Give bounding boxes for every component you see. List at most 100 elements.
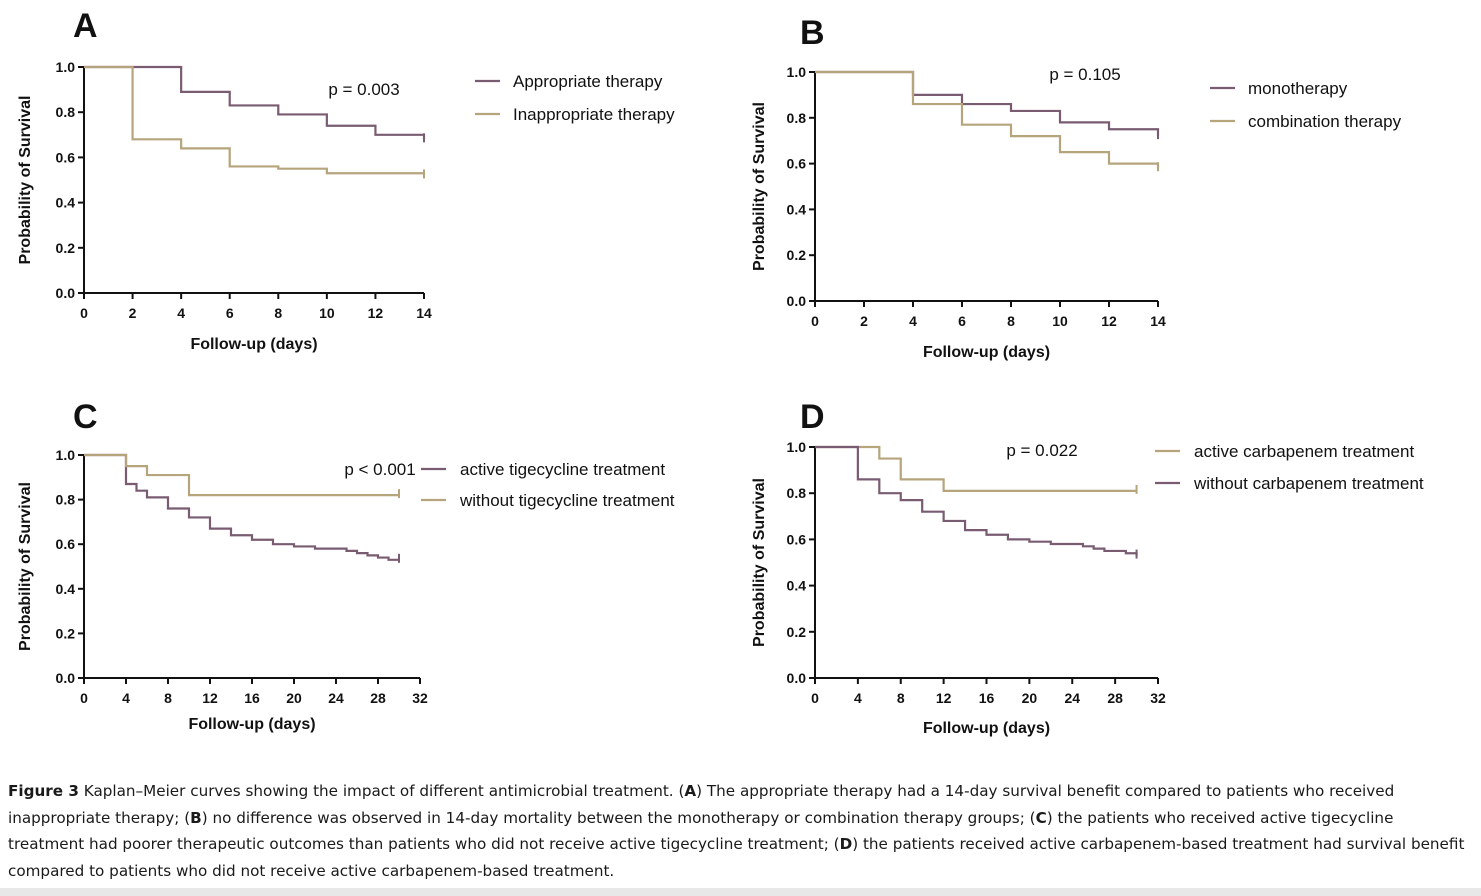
x-tick-label: 32 [412, 690, 428, 706]
panel-c-letter: C [73, 398, 98, 436]
x-tick-label: 32 [1150, 690, 1166, 706]
x-tick-label: 14 [416, 305, 432, 321]
x-tick-label: 0 [811, 690, 819, 706]
x-tick-label: 6 [958, 313, 966, 329]
x-tick-label: 16 [244, 690, 260, 706]
x-tick-label: 12 [202, 690, 218, 706]
x-tick-label: 4 [854, 690, 862, 706]
x-axis-title: Follow-up (days) [190, 336, 317, 353]
y-axis-title: Probability of Survival [17, 96, 34, 265]
x-tick-label: 20 [1022, 690, 1038, 706]
legend-label: without carbapenem treatment [1193, 474, 1424, 493]
y-tick-label: 0.0 [787, 670, 807, 686]
x-tick-label: 8 [274, 305, 282, 321]
p-value-annotation: p < 0.001 [344, 460, 415, 479]
x-tick-label: 0 [811, 313, 819, 329]
y-tick-label: 0.2 [787, 624, 807, 640]
chart-c: 0.0 0.2 0.4 0.6 0.8 1.0 0 4 8 12 16 20 24 28 32 Follow-… [17, 447, 675, 733]
p-value-annotation: p = 0.003 [328, 80, 399, 99]
y-tick-label: 0.0 [787, 293, 807, 309]
panel-a-letter: A [73, 7, 98, 45]
caption-ref-c: C [1035, 808, 1047, 827]
y-axis-title: Probability of Survival [751, 102, 768, 271]
chart-a: 0.0 0.2 0.4 0.6 0.8 1.0 0 2 4 6 8 10 12 14 Follow-up (… [17, 59, 675, 353]
x-tick-label: 2 [129, 305, 137, 321]
y-tick-label: 0.0 [56, 285, 76, 301]
x-tick-label: 14 [1150, 313, 1166, 329]
y-tick-label: 1.0 [56, 59, 76, 75]
x-axis-title: Follow-up (days) [923, 344, 1050, 361]
x-tick-label: 8 [164, 690, 172, 706]
caption-b-text: ) no difference was observed in 14-day m… [201, 808, 1036, 827]
x-tick-label: 8 [897, 690, 905, 706]
y-tick-label: 0.2 [56, 625, 76, 641]
y-tick-label: 0.4 [56, 581, 76, 597]
y-tick-label: 0.8 [787, 110, 807, 126]
legend-label: Inappropriate therapy [513, 105, 675, 124]
x-tick-label: 0 [80, 305, 88, 321]
x-tick-label: 12 [936, 690, 952, 706]
caption-d-text: ) the patients received active carbapene… [8, 835, 1465, 880]
x-axis-title: Follow-up (days) [188, 716, 315, 733]
x-tick-label: 0 [80, 690, 88, 706]
y-tick-label: 0.4 [56, 195, 76, 211]
x-tick-label: 24 [1064, 690, 1080, 706]
panel-d-letter: D [800, 398, 825, 436]
x-tick-label: 10 [1052, 313, 1068, 329]
x-tick-label: 16 [979, 690, 995, 706]
caption-ref-a: A [684, 782, 697, 800]
survival-curve-1 [84, 453, 399, 561]
x-tick-label: 10 [319, 305, 335, 321]
x-tick-label: 2 [860, 313, 868, 329]
y-tick-label: 0.6 [56, 536, 76, 552]
y-tick-label: 0.2 [56, 240, 76, 256]
y-tick-label: 1.0 [56, 447, 76, 463]
p-value-annotation: p = 0.105 [1049, 65, 1120, 84]
x-tick-label: 6 [226, 305, 234, 321]
caption-ref-b: B [190, 808, 202, 827]
caption-c-text: ) the patients who received active tigec… [8, 808, 1394, 854]
legend-label: active tigecycline treatment [460, 460, 665, 479]
y-tick-label: 0.6 [56, 149, 76, 165]
chart-b: 0.0 0.2 0.4 0.6 0.8 1.0 0 2 4 6 8 10 12 14 Follow-up (… [751, 64, 1402, 361]
legend-label: active carbapenem treatment [1194, 442, 1414, 461]
caption-intro: Kaplan–Meier curves showing the impact o… [78, 782, 685, 800]
x-tick-label: 4 [122, 690, 130, 706]
y-tick-label: 0.6 [787, 531, 807, 547]
panel-b: B 0.0 0.2 0.4 0.6 0.8 1.0 0 2 4 6 8 10 12 14 Follow-up… [740, 0, 1481, 390]
survival-curve-1 [815, 445, 1137, 492]
x-tick-label: 4 [909, 313, 917, 329]
y-axis-title: Probability of Survival [751, 478, 768, 647]
bottom-strip [0, 888, 1481, 896]
x-tick-label: 28 [1107, 690, 1123, 706]
survival-curve-2 [84, 65, 426, 176]
panel-c: C 0.0 0.2 0.4 0.6 0.8 1.0 0 4 8 12 16 20 24 28 32 Follo… [0, 390, 740, 770]
x-tick-label: 28 [370, 690, 386, 706]
y-tick-label: 0.4 [787, 201, 807, 217]
x-tick-label: 24 [328, 690, 344, 706]
y-tick-label: 1.0 [787, 439, 807, 455]
survival-curve-2 [84, 453, 399, 497]
y-tick-label: 0.8 [787, 485, 807, 501]
legend-label: without tigecycline treatment [459, 491, 675, 510]
p-value-annotation: p = 0.022 [1006, 441, 1077, 460]
x-axis-title: Follow-up (days) [923, 720, 1050, 737]
survival-curve-2 [815, 70, 1160, 169]
legend-label: Appropriate therapy [513, 72, 663, 91]
panel-d: D 0.0 0.2 0.4 0.6 0.8 1.0 0 4 8 12 16 20 24 28 32 Follo… [740, 390, 1481, 770]
x-tick-label: 12 [368, 305, 384, 321]
legend-label: combination therapy [1248, 112, 1402, 131]
x-tick-label: 20 [286, 690, 302, 706]
y-tick-label: 1.0 [787, 64, 807, 80]
caption-figure-label: Figure 3 [8, 782, 79, 800]
survival-curve-2 [815, 445, 1138, 556]
y-tick-label: 0.8 [56, 492, 76, 508]
figure-caption: Figure 3 Kaplan–Meier curves showing the… [8, 778, 1470, 884]
panel-b-letter: B [800, 14, 825, 52]
y-axis-title: Probability of Survival [17, 482, 34, 651]
panel-a: A 0.0 0.2 0.4 0.6 0.8 1.0 0 2 4 6 8 10 12 14 Follow-up… [0, 0, 740, 390]
x-tick-label: 8 [1007, 313, 1015, 329]
y-tick-label: 0.8 [56, 104, 76, 120]
caption-a-text: ) The appropriate therapy had a 14-day s… [8, 782, 1395, 827]
legend-label: monotherapy [1248, 79, 1348, 98]
